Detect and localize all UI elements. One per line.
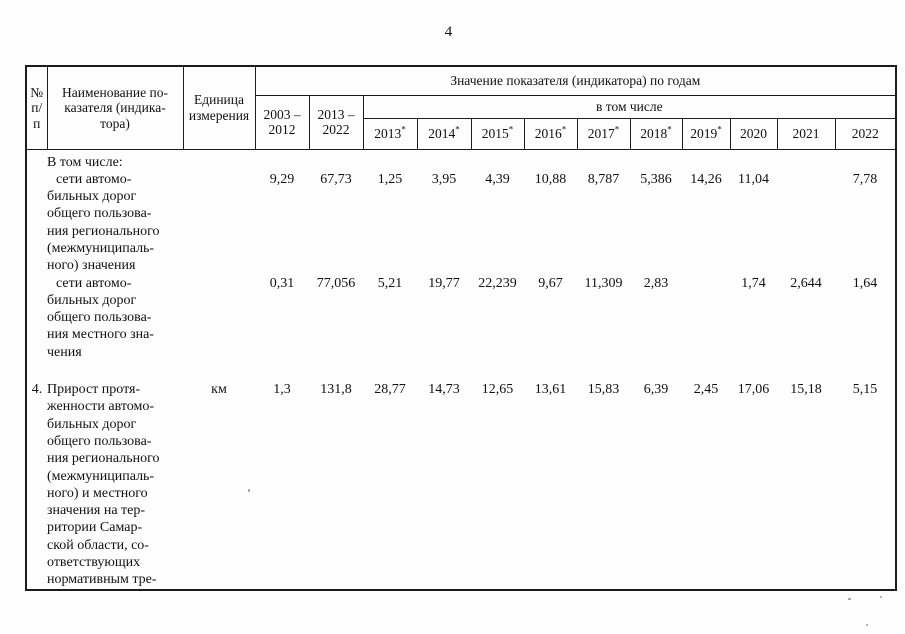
year-value: 7,78: [852, 171, 878, 187]
footnote-star-icon: *: [667, 124, 672, 135]
col-header-year-2018: 2018*: [629, 117, 683, 150]
year-value: 5,386: [640, 171, 672, 187]
year-value: 1,74: [741, 275, 766, 291]
col-header-period-2013-2022: 2013 –2022: [308, 94, 364, 150]
table-row: В том числе:: [26, 149, 896, 171]
year-value: 3,95: [431, 171, 457, 187]
year-value: [777, 171, 835, 275]
year-value: 14,26: [690, 171, 722, 187]
year-value: [682, 275, 730, 361]
year-value: 77,056: [316, 275, 356, 291]
year-value: 5,15: [852, 382, 878, 398]
col-header-values-by-years: Значение показателя (индикатора) по года…: [254, 65, 897, 96]
scan-artifact: [248, 489, 250, 492]
year-value: 12,65: [481, 382, 514, 398]
year-value: [309, 149, 363, 171]
year-value: [255, 149, 309, 171]
col-header-unit: Единица измерения: [182, 65, 256, 150]
year-value: [630, 149, 682, 171]
unit-of-measure: [183, 275, 255, 361]
unit-of-measure: [183, 171, 255, 275]
year-value: [777, 149, 835, 171]
col-header-period-2003-2012: 2003 –2012: [254, 94, 310, 150]
year-value: 67,73: [320, 171, 352, 187]
row-number: [26, 171, 47, 275]
col-header-year-2017: 2017*: [576, 117, 631, 150]
indicators-table: № п/п Наименование по-казателя (индика-то…: [25, 65, 898, 591]
year-value: 2,644: [790, 275, 822, 291]
year-value: [363, 149, 417, 171]
year-value: 1,25: [377, 171, 403, 187]
page-number: 4: [444, 24, 453, 40]
table-row: 4. Прирост протя-женности автомо-бильных …: [26, 361, 896, 590]
col-header-row-num: № п/п: [25, 65, 48, 150]
row-number: [26, 149, 47, 171]
row-number: 4.: [31, 382, 43, 398]
year-value: 8,787: [587, 171, 620, 187]
year-value: 19,77: [428, 275, 460, 291]
footnote-star-icon: *: [717, 124, 722, 135]
year-value: [471, 149, 524, 171]
year-value: 0,31: [269, 275, 295, 291]
year-value: 15,18: [790, 382, 822, 398]
col-header-indicator-name: Наименование по-казателя (индика-тора): [46, 65, 184, 150]
scan-artifact: [880, 596, 882, 598]
footnote-star-icon: *: [614, 124, 620, 135]
col-header-year-2015: 2015*: [470, 117, 525, 150]
indicator-name: Прирост протя-женности автомо-бильных до…: [47, 382, 160, 588]
year-value: [682, 149, 730, 171]
col-header-year-2021: 2021: [776, 117, 836, 150]
indicator-name: В том числе:: [47, 154, 123, 170]
footnote-star-icon: *: [561, 124, 567, 135]
footnote-star-icon: *: [455, 124, 460, 135]
footnote-star-icon: *: [401, 124, 406, 135]
year-value: 131,8: [320, 382, 352, 398]
year-value: 22,239: [478, 275, 517, 291]
year-value: [417, 149, 471, 171]
indicator-name: сети автомо-бильных дорог общего пользова…: [47, 275, 154, 360]
year-value: 11,04: [738, 171, 769, 187]
year-value: [835, 149, 896, 171]
year-value: 17,06: [737, 382, 770, 398]
year-value: 9,67: [538, 275, 563, 291]
indicator-name: сети автомо-бильных дорог общего пользова…: [47, 171, 160, 274]
unit-of-measure: км: [211, 382, 227, 398]
year-value: 15,83: [587, 382, 620, 398]
year-value: 4,39: [485, 171, 510, 187]
year-value: 6,39: [643, 382, 669, 398]
col-header-year-2020: 2020: [729, 117, 778, 150]
year-value: 28,77: [374, 382, 406, 398]
year-value: 1,64: [852, 275, 878, 291]
year-value: 10,88: [534, 171, 567, 187]
year-value: 5,21: [377, 275, 403, 291]
year-value: 14,73: [428, 382, 460, 398]
year-value: 1,3: [273, 382, 291, 398]
row-number: [26, 275, 47, 361]
unit-of-measure: [183, 149, 255, 171]
col-header-year-2022: 2022: [834, 117, 897, 150]
year-value: 9,29: [269, 171, 295, 187]
table-row: сети автомо-бильных дорог общего пользова…: [26, 171, 896, 275]
year-value: [730, 149, 777, 171]
scan-artifact: [866, 624, 868, 626]
year-value: 2,83: [643, 275, 669, 291]
year-value: 11,309: [584, 275, 623, 291]
col-header-year-2016: 2016*: [523, 117, 578, 150]
year-value: [524, 149, 577, 171]
year-value: 2,45: [693, 382, 719, 398]
year-value: [577, 149, 630, 171]
col-header-year-2014: 2014*: [416, 117, 472, 150]
footnote-star-icon: *: [508, 124, 514, 135]
scan-artifact: [848, 598, 851, 600]
col-header-year-2013: 2013*: [362, 117, 418, 150]
col-header-including: в том числе: [362, 94, 897, 119]
table-row: сети автомо-бильных дорог общего пользова…: [26, 275, 896, 361]
year-value: 13,61: [534, 382, 567, 398]
col-header-year-2019: 2019*: [681, 117, 731, 150]
